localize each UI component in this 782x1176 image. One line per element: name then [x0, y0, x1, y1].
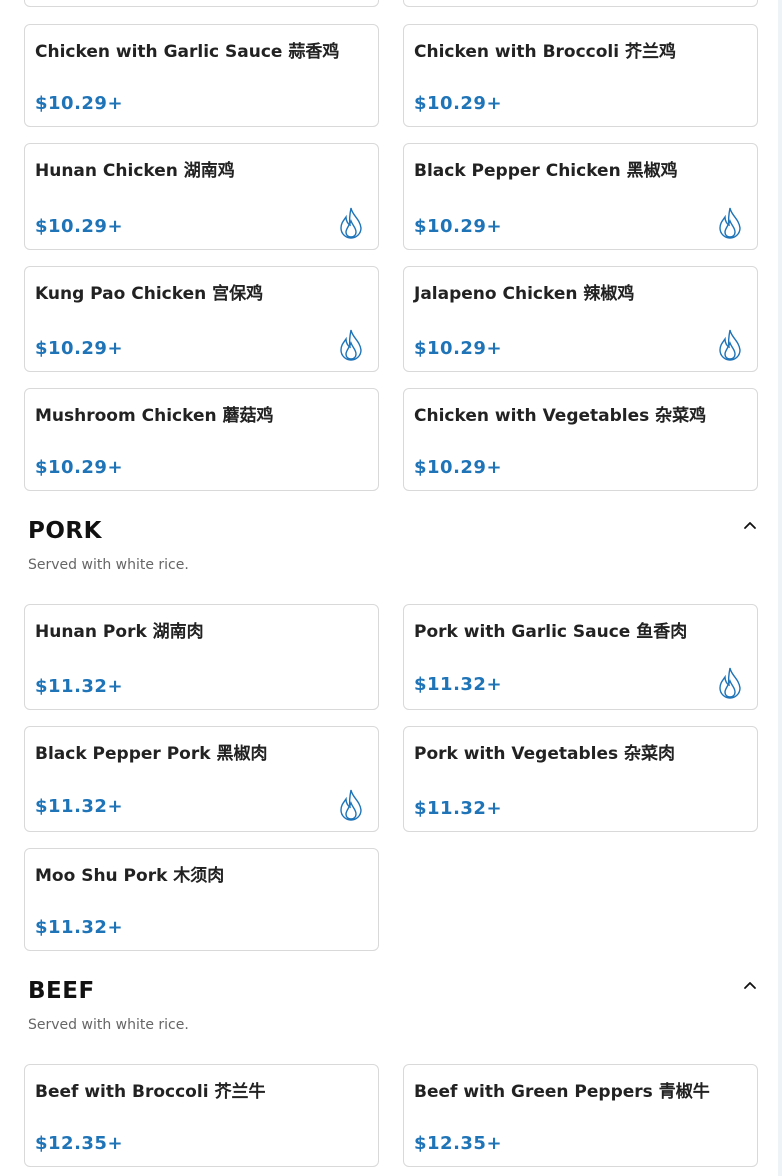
- menu-item-card[interactable]: Kung Pao Chicken 宫保鸡 $10.29+: [24, 266, 379, 372]
- menu-item-price: $12.35+: [35, 1133, 124, 1154]
- menu-item-price: $10.29+: [414, 93, 503, 114]
- section-description-beef: Served with white rice.: [28, 1017, 189, 1033]
- menu-item-card-partial-right[interactable]: [403, 0, 758, 7]
- menu-item-card[interactable]: Hunan Chicken 湖南鸡 $10.29+: [24, 143, 379, 250]
- menu-item-card[interactable]: Hunan Pork 湖南肉 $11.32+: [24, 604, 379, 710]
- menu-item-price: $12.35+: [414, 1133, 503, 1154]
- menu-item-card[interactable]: Pork with Vegetables 杂菜肉 $11.32+: [403, 726, 758, 832]
- menu-item-card[interactable]: Beef with Broccoli 芥兰牛 $12.35+: [24, 1064, 379, 1167]
- section-title-beef: BEEF: [28, 978, 95, 1004]
- menu-item-price: $11.32+: [35, 676, 124, 697]
- chevron-up-icon[interactable]: [742, 518, 758, 534]
- menu-item-price: $11.32+: [35, 796, 124, 817]
- menu-item-name: Hunan Pork 湖南肉: [35, 622, 204, 642]
- spicy-flame-icon: [340, 789, 362, 821]
- menu-item-name: Mushroom Chicken 蘑菇鸡: [35, 406, 274, 426]
- menu-item-card[interactable]: Black Pepper Pork 黑椒肉 $11.32+: [24, 726, 379, 832]
- scrollbar[interactable]: [778, 0, 782, 1176]
- menu-item-name: Chicken with Vegetables 杂菜鸡: [414, 406, 707, 426]
- menu-item-card[interactable]: Chicken with Broccoli 芥兰鸡 $10.29+: [403, 24, 758, 127]
- menu-item-card[interactable]: Chicken with Garlic Sauce 蒜香鸡 $10.29+: [24, 24, 379, 127]
- menu-item-card[interactable]: Beef with Green Peppers 青椒牛 $12.35+: [403, 1064, 758, 1167]
- section-title-pork: PORK: [28, 518, 102, 544]
- menu-item-price: $10.29+: [414, 338, 503, 359]
- menu-item-price: $11.32+: [414, 798, 503, 819]
- menu-item-card[interactable]: Pork with Garlic Sauce 鱼香肉 $11.32+: [403, 604, 758, 710]
- spicy-flame-icon: [719, 207, 741, 239]
- spicy-flame-icon: [340, 329, 362, 361]
- menu-item-price: $11.32+: [35, 917, 124, 938]
- menu-item-name: Chicken with Broccoli 芥兰鸡: [414, 42, 676, 62]
- menu-item-card[interactable]: Jalapeno Chicken 辣椒鸡 $10.29+: [403, 266, 758, 372]
- menu-item-name: Moo Shu Pork 木须肉: [35, 866, 225, 886]
- menu-item-name: Black Pepper Pork 黑椒肉: [35, 744, 268, 764]
- menu-item-name: Pork with Vegetables 杂菜肉: [414, 744, 676, 764]
- menu-item-card[interactable]: Moo Shu Pork 木须肉 $11.32+: [24, 848, 379, 951]
- menu-item-name: Black Pepper Chicken 黑椒鸡: [414, 161, 678, 181]
- spicy-flame-icon: [719, 329, 741, 361]
- menu-item-name: Jalapeno Chicken 辣椒鸡: [414, 284, 635, 304]
- menu-item-price: $10.29+: [35, 457, 124, 478]
- menu-item-card[interactable]: Chicken with Vegetables 杂菜鸡 $10.29+: [403, 388, 758, 491]
- menu-item-name: Pork with Garlic Sauce 鱼香肉: [414, 622, 688, 642]
- menu-item-price: $10.29+: [35, 93, 124, 114]
- menu-item-name: Hunan Chicken 湖南鸡: [35, 161, 235, 181]
- menu-item-price: $11.32+: [414, 674, 503, 695]
- menu-item-name: Chicken with Garlic Sauce 蒜香鸡: [35, 42, 340, 62]
- menu-item-price: $10.29+: [35, 338, 124, 359]
- chevron-up-icon[interactable]: [742, 978, 758, 994]
- menu-item-price: $10.29+: [414, 457, 503, 478]
- spicy-flame-icon: [340, 207, 362, 239]
- menu-item-name: Beef with Green Peppers 青椒牛: [414, 1082, 710, 1102]
- menu-item-price: $10.29+: [414, 216, 503, 237]
- menu-item-name: Beef with Broccoli 芥兰牛: [35, 1082, 266, 1102]
- spicy-flame-icon: [719, 667, 741, 699]
- menu-item-card-partial-left[interactable]: [24, 0, 379, 7]
- menu-item-card[interactable]: Mushroom Chicken 蘑菇鸡 $10.29+: [24, 388, 379, 491]
- menu-item-name: Kung Pao Chicken 宫保鸡: [35, 284, 264, 304]
- menu-item-card[interactable]: Black Pepper Chicken 黑椒鸡 $10.29+: [403, 143, 758, 250]
- menu-item-price: $10.29+: [35, 216, 124, 237]
- section-description-pork: Served with white rice.: [28, 557, 189, 573]
